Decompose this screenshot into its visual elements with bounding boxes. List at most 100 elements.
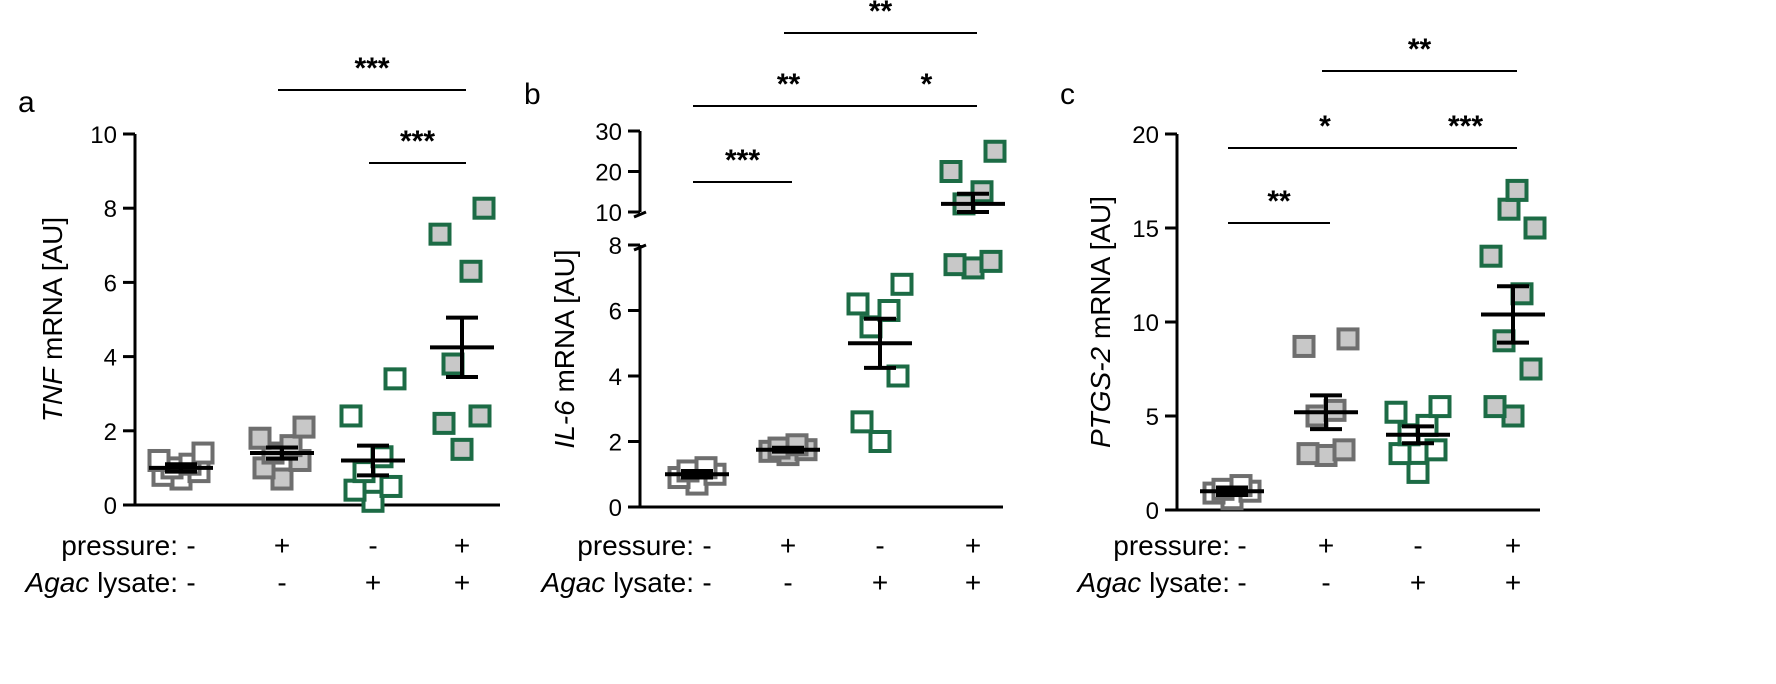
data-point xyxy=(1505,178,1529,202)
data-point xyxy=(147,448,171,472)
pressure-value: - xyxy=(875,530,884,561)
pressure-value: + xyxy=(780,530,796,561)
significance-label: *** xyxy=(400,125,435,158)
data-point xyxy=(868,430,892,453)
data-point xyxy=(943,253,967,277)
significance-label: * xyxy=(921,68,933,101)
data-point xyxy=(1384,400,1408,424)
significance-label: ** xyxy=(1267,185,1291,218)
data-point xyxy=(970,180,994,204)
data-point xyxy=(1388,442,1412,466)
y-axis-label: IL-6 mRNA [AU] xyxy=(549,249,580,448)
y-axis-label: PTGS-2 mRNA [AU] xyxy=(1085,196,1116,448)
data-point xyxy=(468,404,492,428)
y-tick-label: 10 xyxy=(595,200,622,227)
data-point xyxy=(979,249,1003,273)
y-axis-label: TNF mRNA [AU] xyxy=(37,217,68,422)
y-tick-label: 6 xyxy=(609,299,622,326)
pressure-value: - xyxy=(702,530,711,561)
data-point xyxy=(450,437,474,461)
agac-value: - xyxy=(1237,567,1246,598)
panel-letter: b xyxy=(524,78,541,111)
y-tick-label: 20 xyxy=(595,160,622,187)
pressure-value: - xyxy=(1413,530,1422,561)
y-tick-label: 10 xyxy=(90,122,117,149)
panel-letter: c xyxy=(1060,78,1075,111)
agac-value: - xyxy=(277,567,286,598)
data-point xyxy=(1336,327,1360,351)
y-tick-label: 4 xyxy=(609,364,622,391)
axis-break-mark xyxy=(633,243,647,252)
data-point xyxy=(850,410,874,434)
agac-label-gene: Agac xyxy=(23,567,89,598)
data-point xyxy=(432,411,456,435)
pressure-value: + xyxy=(274,530,290,561)
agac-lysate-label: Agac lysate: xyxy=(539,567,694,598)
data-point xyxy=(441,352,465,376)
data-point xyxy=(428,222,452,246)
data-point xyxy=(1483,395,1507,419)
data-point xyxy=(886,364,910,388)
pressure-label: pressure: xyxy=(577,530,694,561)
agac-value: + xyxy=(872,567,888,598)
agac-value: + xyxy=(1505,567,1521,598)
y-tick-label: 30 xyxy=(595,119,622,146)
data-point xyxy=(370,445,394,469)
agac-lysate-label: Agac lysate: xyxy=(1075,567,1230,598)
y-axis-label-unit: mRNA [AU] xyxy=(1085,196,1116,347)
pressure-value: - xyxy=(1237,530,1246,561)
pressure-label: pressure: xyxy=(1113,530,1230,561)
data-point xyxy=(191,441,215,465)
y-axis-label-gene: PTGS-2 xyxy=(1085,346,1116,448)
agac-value: - xyxy=(702,567,711,598)
pressure-value: - xyxy=(368,530,377,561)
y-tick-label: 20 xyxy=(1132,122,1159,149)
data-point xyxy=(248,426,272,450)
pressure-value: + xyxy=(1318,530,1334,561)
y-tick-label: 0 xyxy=(609,495,622,522)
data-point xyxy=(292,415,316,439)
y-axis-label-unit: mRNA [AU] xyxy=(549,249,580,400)
y-tick-label: 0 xyxy=(1146,498,1159,525)
significance-label: * xyxy=(1319,110,1331,143)
y-tick-label: 4 xyxy=(104,345,117,372)
data-point xyxy=(1479,244,1503,268)
y-tick-label: 6 xyxy=(104,270,117,297)
panel-a: a 0 2 4 6 8 10 TNF mRNA [AU] *** *** pressure: Agac… xyxy=(18,52,500,598)
pressure-value: + xyxy=(1505,530,1521,561)
data-point xyxy=(890,272,914,296)
data-point xyxy=(1332,438,1356,462)
data-point xyxy=(1497,197,1521,221)
pressure-label: pressure: xyxy=(61,530,178,561)
agac-label-rest: lysate: xyxy=(89,567,178,598)
agac-lysate-label: Agac lysate: xyxy=(23,567,178,598)
agac-value: + xyxy=(965,567,981,598)
y-tick-label: 8 xyxy=(104,196,117,223)
y-tick-label: 5 xyxy=(1146,404,1159,431)
data-point xyxy=(846,292,870,316)
significance-label: *** xyxy=(725,144,760,177)
significance-label: *** xyxy=(354,52,389,85)
data-point xyxy=(383,367,407,391)
y-tick-label: 8 xyxy=(609,233,622,260)
significance-label: ** xyxy=(777,68,801,101)
y-axis-label-gene: TNF xyxy=(37,366,68,422)
y-tick-label: 10 xyxy=(1132,310,1159,337)
y-tick-label: 0 xyxy=(104,493,117,520)
y-tick-label: 15 xyxy=(1132,216,1159,243)
agac-label-gene: Agac xyxy=(539,567,605,598)
pressure-value: + xyxy=(965,530,981,561)
panel-letter: a xyxy=(18,86,35,119)
data-point xyxy=(343,478,367,502)
y-axis-label-gene: IL-6 xyxy=(549,400,580,449)
data-point xyxy=(939,160,963,183)
data-point xyxy=(339,404,363,428)
significance-label: ** xyxy=(869,0,893,28)
axis-break-mark xyxy=(633,210,647,219)
agac-value: + xyxy=(454,567,470,598)
y-axis-label-unit: mRNA [AU] xyxy=(37,217,68,368)
data-point xyxy=(1296,442,1320,466)
